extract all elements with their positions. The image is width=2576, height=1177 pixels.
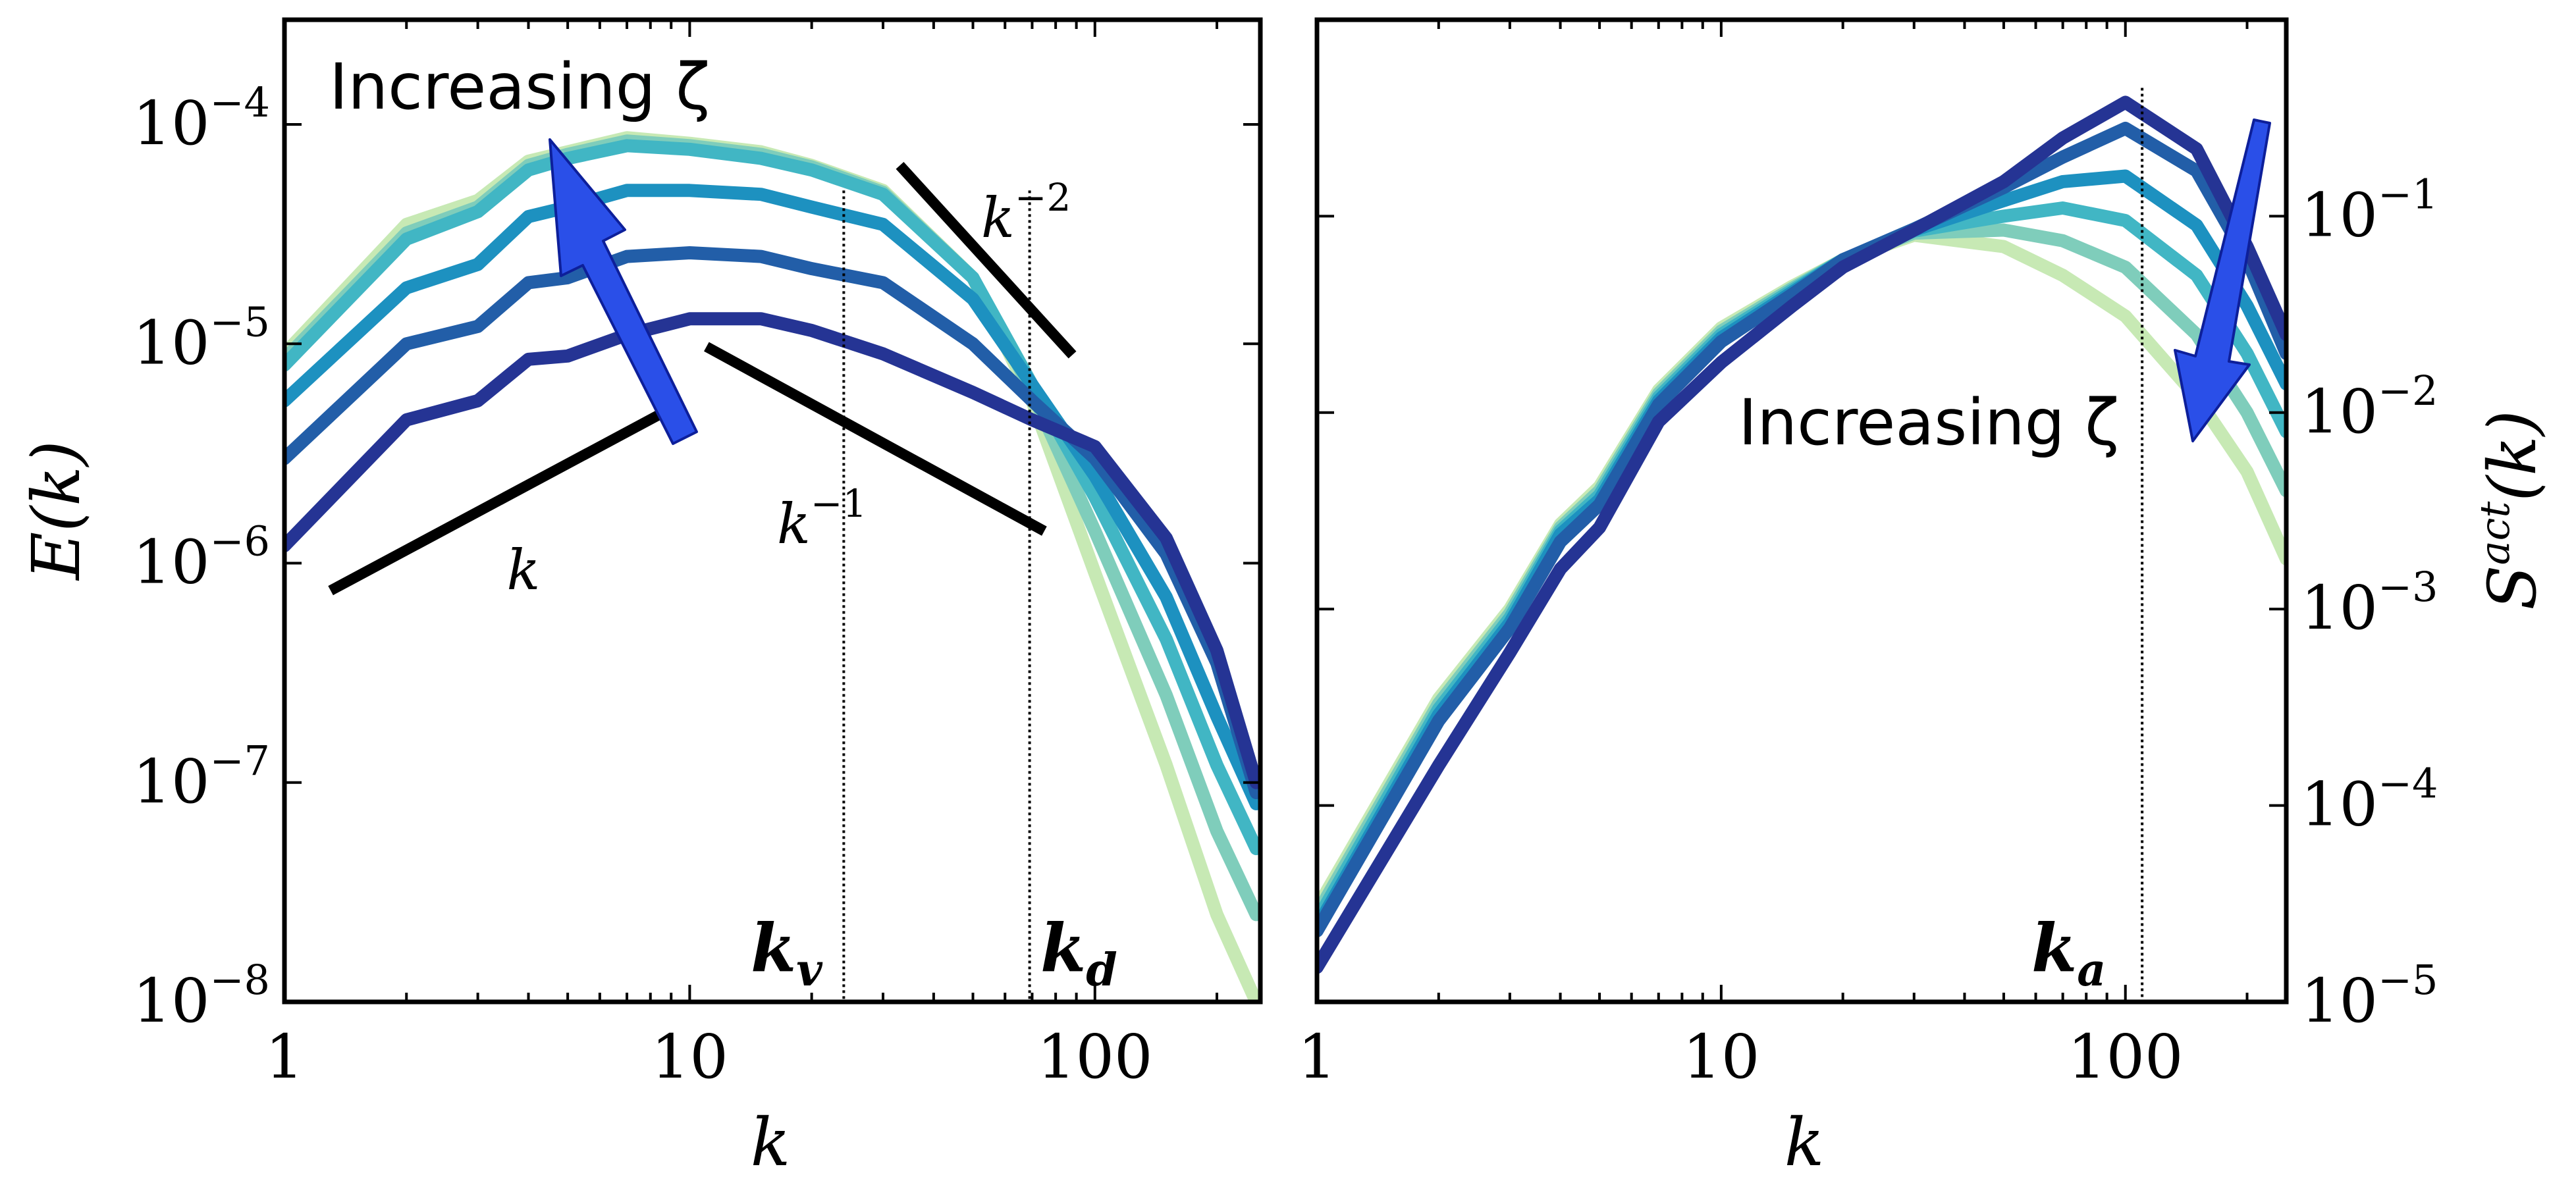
left-y-tick-label: 10−6 xyxy=(133,517,270,598)
reference-line-1 xyxy=(328,409,664,596)
left-x-axis-label: k xyxy=(751,1104,791,1177)
right-annotation-increasing-zeta: Increasing ζ xyxy=(1738,386,2119,459)
reference-line-3 xyxy=(896,161,1077,359)
left-series-3 xyxy=(284,139,1260,856)
left-y-axis-label: E(k) xyxy=(18,440,95,581)
vline-label-kd: kd xyxy=(1040,909,1117,997)
left-series-group xyxy=(284,131,1260,1002)
right-x-tick-label: 10 xyxy=(1682,1022,1759,1092)
left-annotation-increasing-zeta: Increasing ζ xyxy=(329,50,710,124)
vline-label-ka: ka xyxy=(2031,909,2106,997)
vline-label-kv: kv xyxy=(751,909,823,997)
left-y-tick-label: 10−7 xyxy=(133,737,270,817)
left-x-tick-label: 1 xyxy=(265,1022,304,1092)
left-y-ticks: 10−8 10−7 10−6 10−5 10−4 xyxy=(133,78,1260,1036)
left-x-ticks: 1 10 100 xyxy=(265,20,1219,1092)
left-x-tick-label: 100 xyxy=(1037,1022,1153,1092)
left-series-4 xyxy=(284,184,1260,810)
right-y-tick-label: 10−4 xyxy=(2301,760,2438,840)
reference-line-2 xyxy=(704,342,1047,536)
right-plot-frame xyxy=(1314,17,2289,1005)
right-x-tick-label: 1 xyxy=(1298,1022,1337,1092)
left-y-tick-label: 10−4 xyxy=(133,78,270,159)
slope-label-k-minus-1: k−1 xyxy=(777,481,867,556)
right-y-tick-label: 10−5 xyxy=(2301,956,2438,1036)
left-plot-frame xyxy=(282,17,1263,1005)
right-y-tick-label: 10−2 xyxy=(2301,367,2438,447)
right-x-axis-label: k xyxy=(1784,1104,1825,1177)
left-series-6 xyxy=(284,312,1260,789)
left-reference-lines xyxy=(328,161,1077,596)
right-x-ticks: 1 10 100 xyxy=(1298,20,2249,1092)
left-panel-energy-spectrum: 1 10 100 10−8 10−7 10−6 10−5 10−4 k E(k) k k−1… xyxy=(18,17,1263,1177)
right-y-axis-label: Sact(k) xyxy=(2471,410,2551,610)
left-annotation-arrow xyxy=(549,138,698,445)
right-series-5 xyxy=(1317,122,2286,938)
right-x-tick-label: 100 xyxy=(2068,1022,2184,1092)
left-x-tick-label: 10 xyxy=(651,1022,728,1092)
right-series-6 xyxy=(1317,95,2286,974)
slope-label-k: k xyxy=(507,538,541,602)
slope-label-k-minus-2: k−2 xyxy=(981,175,1071,250)
right-y-tick-label: 10−1 xyxy=(2301,170,2438,250)
left-series-5 xyxy=(284,246,1260,799)
right-y-tick-label: 10−3 xyxy=(2301,563,2438,643)
right-panel-active-spectrum: 1 10 100 10−5 10−4 10−3 10−2 10−1 k Sact(k) ka… xyxy=(1298,17,2551,1177)
right-series-group xyxy=(1317,95,2286,974)
left-y-tick-label: 10−5 xyxy=(133,298,270,378)
right-annotation-arrow xyxy=(2174,118,2271,442)
left-y-tick-label: 10−8 xyxy=(133,956,270,1036)
left-vlines xyxy=(842,190,1031,1002)
right-y-ticks: 10−5 10−4 10−3 10−2 10−1 xyxy=(1317,18,2438,1036)
